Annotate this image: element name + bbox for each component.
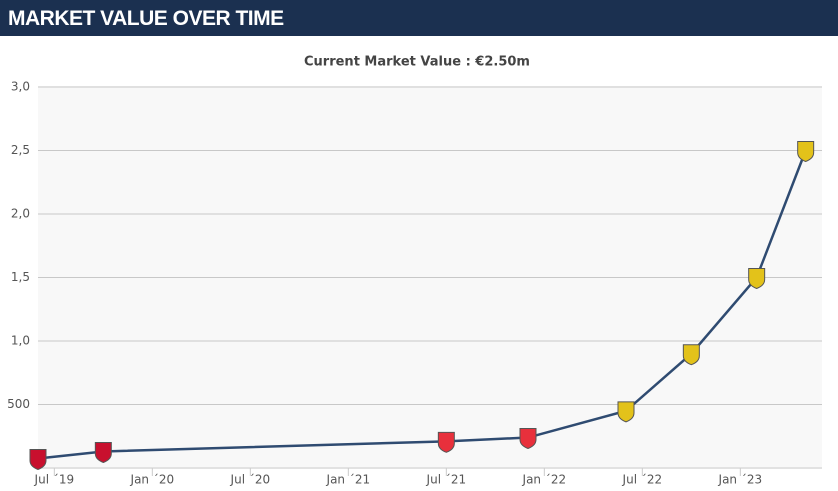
series-line: [37, 150, 807, 460]
x-tick-label: Jul ´19: [34, 473, 75, 487]
y-tick-label: 2,5: [11, 143, 30, 157]
club-badge-marker: [617, 401, 635, 423]
y-tick-label: 1,0: [11, 334, 30, 348]
y-tick-label: 1,5: [11, 270, 30, 284]
x-tick-label: Jul ´21: [426, 473, 467, 487]
y-tick-label: 3,0: [11, 80, 30, 94]
header-title: MARKET VALUE OVER TIME: [0, 0, 838, 36]
chart-title: Current Market Value : €2.50m: [304, 55, 530, 70]
x-tick-label: Jan ´23: [718, 473, 763, 487]
x-tick-label: Jul ´20: [230, 473, 271, 487]
club-badge-marker: [29, 448, 47, 471]
chart: Current Market Value : €2.50m 500 1,0 1,5 2…: [7, 55, 822, 487]
club-badge-marker: [437, 431, 455, 453]
x-tick-label: Jan ´22: [522, 473, 567, 487]
club-badge-marker: [94, 441, 112, 464]
club-badge-marker: [797, 141, 815, 163]
x-tick-label: Jan ´21: [326, 473, 371, 487]
y-tick-label: 2,0: [11, 207, 30, 221]
y-tick-label: 500: [7, 397, 30, 411]
x-tick-label: Jan ´20: [130, 473, 175, 487]
x-tick-label: Jul ´22: [622, 473, 663, 487]
club-badge-marker: [748, 268, 766, 290]
club-badge-marker: [519, 428, 537, 450]
club-badge-marker: [682, 344, 700, 366]
